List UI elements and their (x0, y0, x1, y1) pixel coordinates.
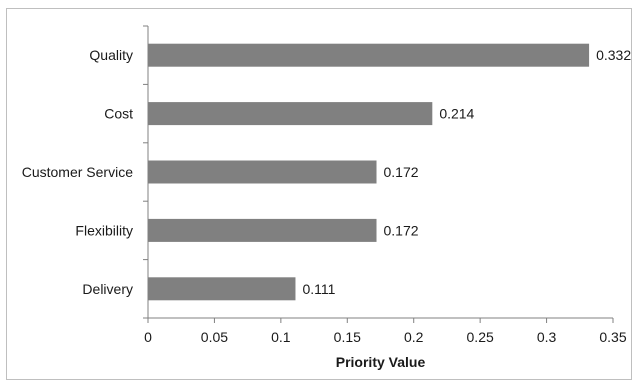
data-label: 0.111 (302, 281, 335, 297)
x-tick-label: 0.3 (537, 329, 557, 345)
x-tick-label: 0.25 (467, 329, 494, 345)
data-labels-group: 0.332 0.214 0.172 0.172 0.111 (302, 47, 631, 297)
x-tick-label: 0 (144, 329, 152, 345)
category-label: Customer Service (22, 164, 133, 180)
category-label: Delivery (82, 281, 133, 297)
category-label: Cost (104, 106, 133, 122)
x-tick-label: 0.35 (599, 329, 626, 345)
category-label: Quality (89, 47, 133, 63)
bar-quality (148, 43, 590, 67)
bars-group (148, 43, 590, 301)
x-tick-label: 0.15 (334, 329, 361, 345)
x-axis-title: Priority Value (336, 354, 426, 370)
category-label: Flexibility (75, 222, 133, 238)
x-tick-label: 0.2 (404, 329, 424, 345)
bar-delivery (148, 277, 296, 301)
bar-cost (148, 102, 433, 126)
category-labels-group: Quality Cost Customer Service Flexibility De… (22, 47, 133, 297)
x-tick-label: 0.1 (271, 329, 291, 345)
data-label: 0.172 (384, 222, 419, 238)
data-label: 0.214 (439, 106, 474, 122)
data-label: 0.172 (384, 164, 419, 180)
bar-customer-service (148, 160, 377, 184)
data-label: 0.332 (596, 47, 631, 63)
bar-flexibility (148, 218, 377, 242)
axes-group (143, 25, 614, 323)
x-tick-label: 0.05 (201, 329, 228, 345)
x-tick-labels-group: 0 0.05 0.1 0.15 0.2 0.25 0.3 0.35 (144, 329, 627, 345)
